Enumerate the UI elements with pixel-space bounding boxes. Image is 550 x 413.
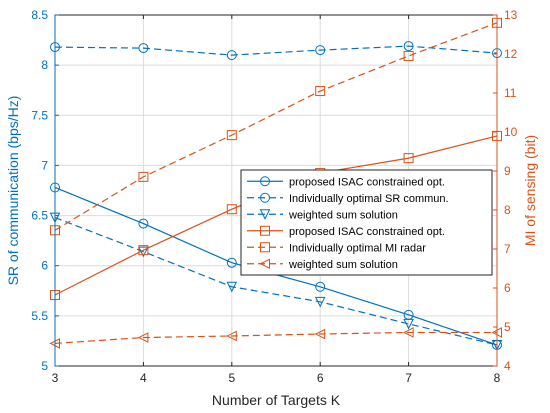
legend-entry: proposed ISAC constrained opt. xyxy=(247,225,445,238)
series-line xyxy=(54,217,498,346)
data-point xyxy=(138,171,149,182)
legend-entry: proposed ISAC constrained opt. xyxy=(247,176,445,188)
x-axis-label: Number of Targets K xyxy=(212,392,341,408)
x-tick-label: 4 xyxy=(140,371,147,385)
data-point xyxy=(402,327,414,338)
legend-label: Individually optimal MI radar xyxy=(289,242,426,254)
legend-marker xyxy=(260,176,270,187)
legend-marker xyxy=(260,225,270,236)
y-left-tick-label: 8 xyxy=(41,58,48,72)
data-point xyxy=(403,153,414,164)
legend-box xyxy=(240,169,493,276)
series-line xyxy=(54,22,498,231)
data-point xyxy=(226,281,238,293)
data-point xyxy=(138,245,149,256)
x-tick-label: 7 xyxy=(405,371,412,385)
legend-label: proposed ISAC constrained opt. xyxy=(289,176,445,188)
data-point xyxy=(226,130,237,141)
data-point xyxy=(226,330,237,342)
data-point xyxy=(226,204,237,215)
y-right-tick-label: 11 xyxy=(504,86,517,100)
y-left-tick-label: 6.5 xyxy=(31,209,48,223)
legend-entry: weighted sum solution xyxy=(247,258,398,271)
legend-label: weighted sum solution xyxy=(288,209,398,221)
legend-label: proposed ISAC constrained opt. xyxy=(289,226,445,238)
x-tick-label: 8 xyxy=(494,371,501,385)
y-right-tick-label: 12 xyxy=(504,47,518,61)
series-2 xyxy=(50,41,502,61)
legend-entry: weighted sum solution xyxy=(247,209,398,221)
y-left-tick-label: 7.5 xyxy=(31,108,48,122)
legend-marker xyxy=(260,192,270,203)
data-point xyxy=(226,257,237,268)
legend-label: Individually optimal SR commun. xyxy=(289,193,449,205)
data-point xyxy=(315,86,326,97)
y-right-tick-label: 13 xyxy=(504,8,518,22)
y-axis-right-label: MI of sensing (bit) xyxy=(522,135,538,246)
series-line xyxy=(54,331,497,344)
data-point xyxy=(403,318,414,330)
legend-marker xyxy=(259,258,270,270)
y-left-tick-label: 5.5 xyxy=(31,309,48,323)
y-left-tick-label: 8.5 xyxy=(31,8,48,22)
data-point xyxy=(226,50,237,61)
legend-label: weighted sum solution xyxy=(288,259,398,271)
legend-entry: Individually optimal MI radar xyxy=(247,242,426,254)
y-right-tick-label: 4 xyxy=(504,359,511,373)
data-point xyxy=(315,45,326,56)
data-point xyxy=(403,50,414,61)
data-point xyxy=(314,296,326,308)
y-left-tick-label: 7 xyxy=(41,158,48,172)
data-point xyxy=(138,43,149,54)
y-right-tick-label: 8 xyxy=(504,203,511,217)
legend: proposed ISAC constrained opt. Individual… xyxy=(240,169,493,276)
legend-marker xyxy=(259,209,271,220)
y-axis-left-label: SR of communication (bps/Hz) xyxy=(5,96,21,286)
axis-ticks: 3 4 5 6 7 8 5 5.5 6 6.5 7 7.5 8 8.5 4 5 6 7 8 9 10 11 12 13 xyxy=(31,8,517,385)
legend-entry: Individually optimal SR commun. xyxy=(247,192,449,205)
data-point xyxy=(315,281,326,292)
y-right-tick-label: 10 xyxy=(504,125,518,139)
y-right-tick-label: 6 xyxy=(504,281,511,295)
data-point xyxy=(314,328,326,340)
y-right-tick-label: 9 xyxy=(504,164,511,178)
y-right-tick-label: 5 xyxy=(504,320,511,334)
x-tick-label: 6 xyxy=(317,371,324,385)
y-left-tick-label: 6 xyxy=(41,259,48,273)
data-point xyxy=(403,41,414,52)
data-point xyxy=(137,332,149,343)
x-tick-label: 3 xyxy=(52,371,59,385)
data-point xyxy=(138,218,149,229)
series-line xyxy=(54,45,498,56)
legend-marker xyxy=(260,242,270,253)
y-left-tick-label: 5 xyxy=(41,359,48,373)
y-right-tick-label: 7 xyxy=(504,242,511,256)
x-tick-label: 5 xyxy=(228,371,235,385)
